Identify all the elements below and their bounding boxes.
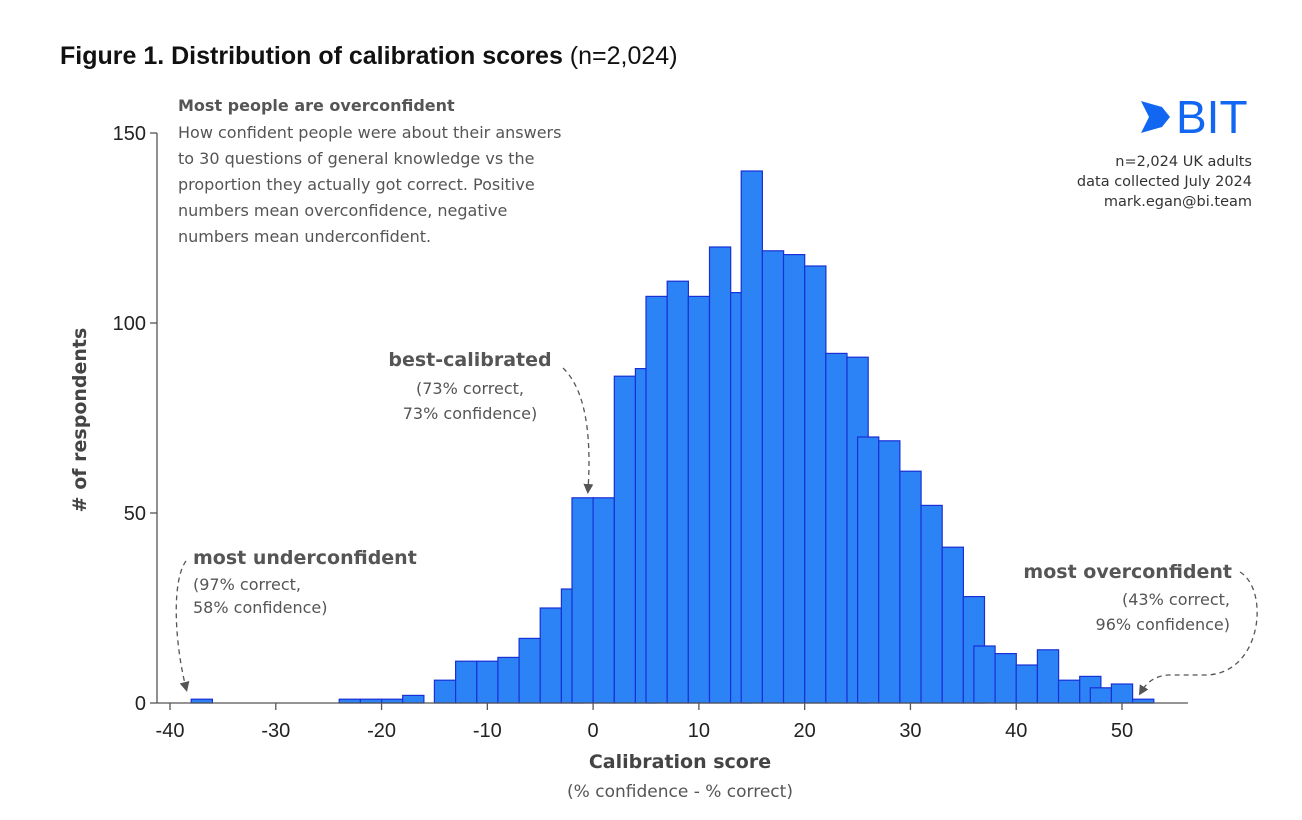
y-ticks: 0 50 100 150 <box>113 123 157 715</box>
histogram-bar <box>476 660 499 704</box>
figure-title: Figure 1. Distribution of calibration sc… <box>60 42 678 71</box>
x-tick-label: 10 <box>688 720 710 742</box>
subtitle-line: numbers mean underconfident. <box>178 227 431 246</box>
histogram-bar <box>571 497 594 704</box>
y-tick-label: 100 <box>113 313 146 335</box>
histogram-bar <box>973 645 996 704</box>
annotation-arrow <box>562 367 594 494</box>
y-axis-label: # of respondents <box>69 328 91 513</box>
x-tick-label: -20 <box>367 720 396 742</box>
annotation-line: 58% confidence) <box>193 598 327 617</box>
annotation-line: 96% confidence) <box>1096 615 1230 634</box>
bit-logo: BIT <box>1141 91 1248 143</box>
histogram-bar <box>878 440 901 704</box>
histogram-bar <box>592 497 615 704</box>
x-tick-label: 40 <box>1005 720 1027 742</box>
x-axis-sublabel: (% confidence - % correct) <box>567 782 793 802</box>
histogram-bar <box>518 637 541 704</box>
subtitle-line: to 30 questions of general knowledge vs … <box>178 149 535 168</box>
x-tick-label: 0 <box>588 720 599 742</box>
histogram-bar <box>782 254 806 704</box>
histogram-bar <box>539 607 563 704</box>
histogram-bar <box>1057 679 1081 704</box>
y-tick-label: 150 <box>113 123 146 145</box>
histogram-bar <box>1089 687 1113 704</box>
subtitle-heading: Most people are overconfident <box>178 96 455 115</box>
annotation-line: (73% correct, <box>416 379 524 398</box>
y-tick-label: 50 <box>124 503 146 525</box>
annotation-title: most overconfident <box>1023 561 1232 583</box>
x-tick-label: 20 <box>794 720 816 742</box>
x-axis-label: Calibration score <box>589 751 771 773</box>
histogram-bar <box>687 295 711 704</box>
histogram-bar <box>825 352 848 704</box>
figure-title-suffix: (n=2,024) <box>562 42 678 70</box>
annotation-arrow <box>1138 571 1258 696</box>
brand-block: BIT n=2,024 UK adults data collected Jul… <box>1077 91 1252 210</box>
histogram-bar <box>856 436 880 704</box>
histogram-bar <box>455 660 478 704</box>
x-tick-label: 50 <box>1111 720 1133 742</box>
annotation-most-overconfident: most overconfident (43% correct, 96% con… <box>1023 561 1258 696</box>
histogram-bar <box>402 694 425 704</box>
annotation-best-calibrated: best-calibrated (73% correct, 73% confid… <box>388 349 594 494</box>
bit-logo-mark-icon <box>1141 101 1170 133</box>
annotation-arrow <box>175 560 190 692</box>
annotation-most-underconfident: most underconfident (97% correct, 58% co… <box>175 547 417 692</box>
annotation-line: (43% correct, <box>1122 590 1230 609</box>
brand-note: mark.egan@bi.team <box>1104 194 1252 210</box>
histogram-bar <box>1015 664 1039 704</box>
x-tick-label: -40 <box>156 720 185 742</box>
histogram-bar <box>433 679 457 704</box>
histogram-bar <box>740 170 764 704</box>
histogram-bar <box>708 246 732 704</box>
histogram-bar <box>899 470 922 704</box>
x-tick-label: -30 <box>261 720 290 742</box>
subtitle-line: proportion they actually got correct. Po… <box>178 175 535 194</box>
figure-title-bold: Figure 1. Distribution of calibration sc… <box>60 42 563 70</box>
histogram-bar <box>497 656 520 704</box>
annotation-title: best-calibrated <box>388 349 551 371</box>
histogram-bar <box>920 504 943 704</box>
annotation-line: (97% correct, <box>193 575 301 594</box>
brand-note: n=2,024 UK adults <box>1115 154 1252 170</box>
histogram-bar <box>804 265 827 704</box>
x-ticks: -40 -30 -20 -10 0 10 20 30 40 50 <box>156 703 1133 742</box>
histogram-bar <box>941 546 965 704</box>
subtitle-line: numbers mean overconfidence, negative <box>178 201 507 220</box>
y-axis: 0 50 100 150 <box>113 123 158 715</box>
histogram-bar <box>1036 649 1060 704</box>
histogram-bar <box>994 652 1017 704</box>
bit-logo-text: BIT <box>1176 91 1248 143</box>
y-tick-label: 0 <box>135 693 146 715</box>
x-tick-label: -10 <box>473 720 502 742</box>
x-tick-label: 30 <box>899 720 921 742</box>
subtitle-line: How confident people were about their an… <box>178 123 561 142</box>
annotation-line: 73% confidence) <box>403 404 537 423</box>
histogram-bar <box>613 375 637 704</box>
x-axis: -40 -30 -20 -10 0 10 20 30 40 50 <box>156 702 1188 742</box>
histogram-bar <box>666 280 690 704</box>
subtitle-block: Most people are overconfident How confid… <box>178 96 561 246</box>
bars-group <box>190 170 1155 704</box>
histogram-bar <box>645 295 668 704</box>
brand-note: data collected July 2024 <box>1077 174 1252 190</box>
histogram-bar <box>761 250 785 704</box>
histogram-bar <box>1110 683 1134 704</box>
annotation-title: most underconfident <box>193 547 417 569</box>
